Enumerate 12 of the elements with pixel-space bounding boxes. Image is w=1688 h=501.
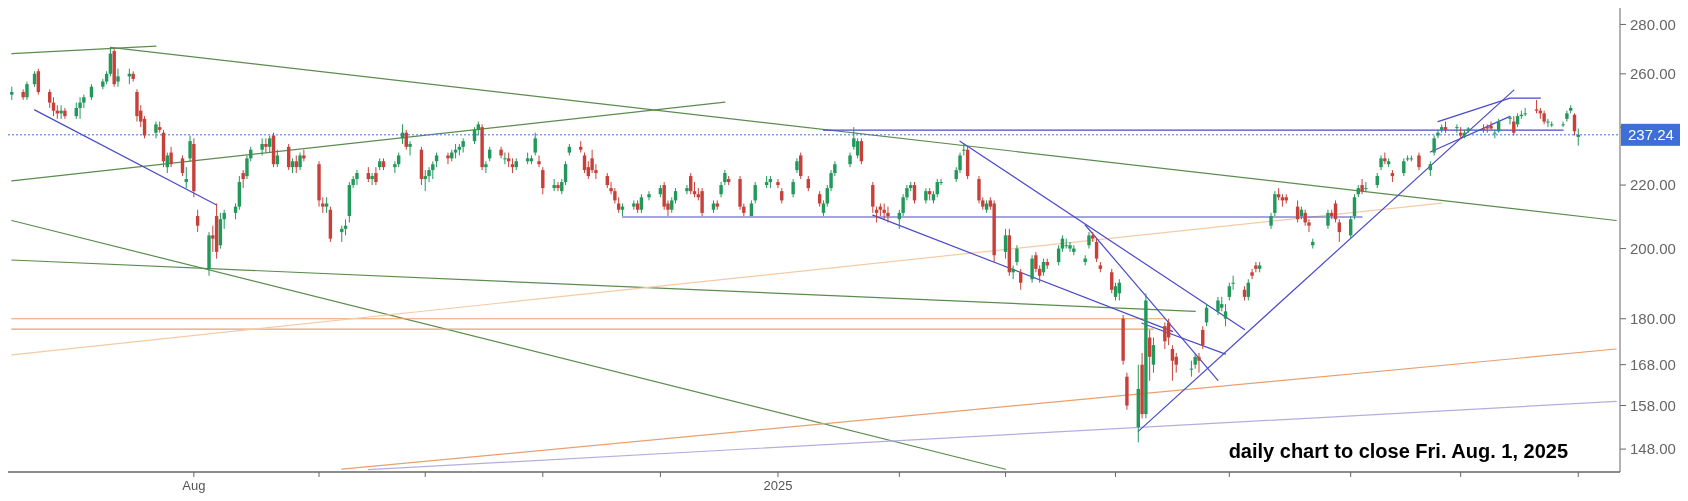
y-tick-label: 148.00 <box>1630 440 1676 458</box>
x-tick-label: 2025 <box>763 478 793 493</box>
y-tick-label: 168.00 <box>1630 355 1676 373</box>
y-tick-label: 200.00 <box>1630 239 1676 257</box>
y-tick-label: 158.00 <box>1630 396 1676 414</box>
annotation: daily chart to close Fri. Aug. 1, 2025 <box>1228 440 1568 462</box>
ref-line-label: 237.24 <box>1628 126 1674 144</box>
x-tick-label: Aug <box>182 478 206 493</box>
y-tick-label: 220.00 <box>1630 176 1676 194</box>
y-tick-label: 180.00 <box>1630 309 1676 327</box>
y-tick-label: 280.00 <box>1630 15 1676 33</box>
y-tick-label: 260.00 <box>1630 65 1676 83</box>
